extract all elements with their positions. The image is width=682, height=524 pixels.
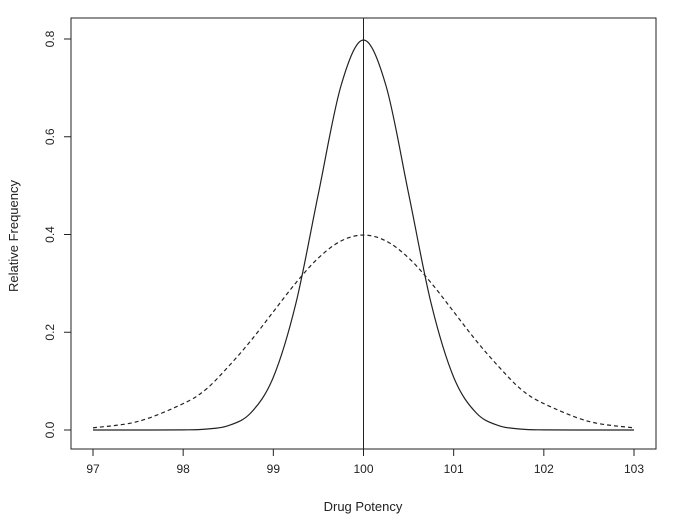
y-tick-label: 0.6 xyxy=(43,128,57,145)
x-axis: 97 98 99 100 101 102 103 xyxy=(86,448,644,476)
y-tick-label: 0.2 xyxy=(43,324,57,341)
x-axis-label: Drug Potency xyxy=(324,499,403,514)
y-axis: 0.0 0.2 0.4 0.6 0.8 xyxy=(43,30,72,438)
x-tick-label: 101 xyxy=(444,462,464,476)
x-tick-label: 103 xyxy=(624,462,644,476)
x-tick-label: 102 xyxy=(534,462,554,476)
x-tick-label: 98 xyxy=(176,462,190,476)
y-tick-label: 0.0 xyxy=(43,421,57,438)
y-axis-label: Relative Frequency xyxy=(6,180,21,292)
x-tick-label: 100 xyxy=(353,462,373,476)
y-tick-label: 0.8 xyxy=(43,30,57,47)
x-tick-label: 99 xyxy=(267,462,281,476)
y-tick-label: 0.4 xyxy=(43,226,57,243)
x-tick-label: 97 xyxy=(86,462,100,476)
